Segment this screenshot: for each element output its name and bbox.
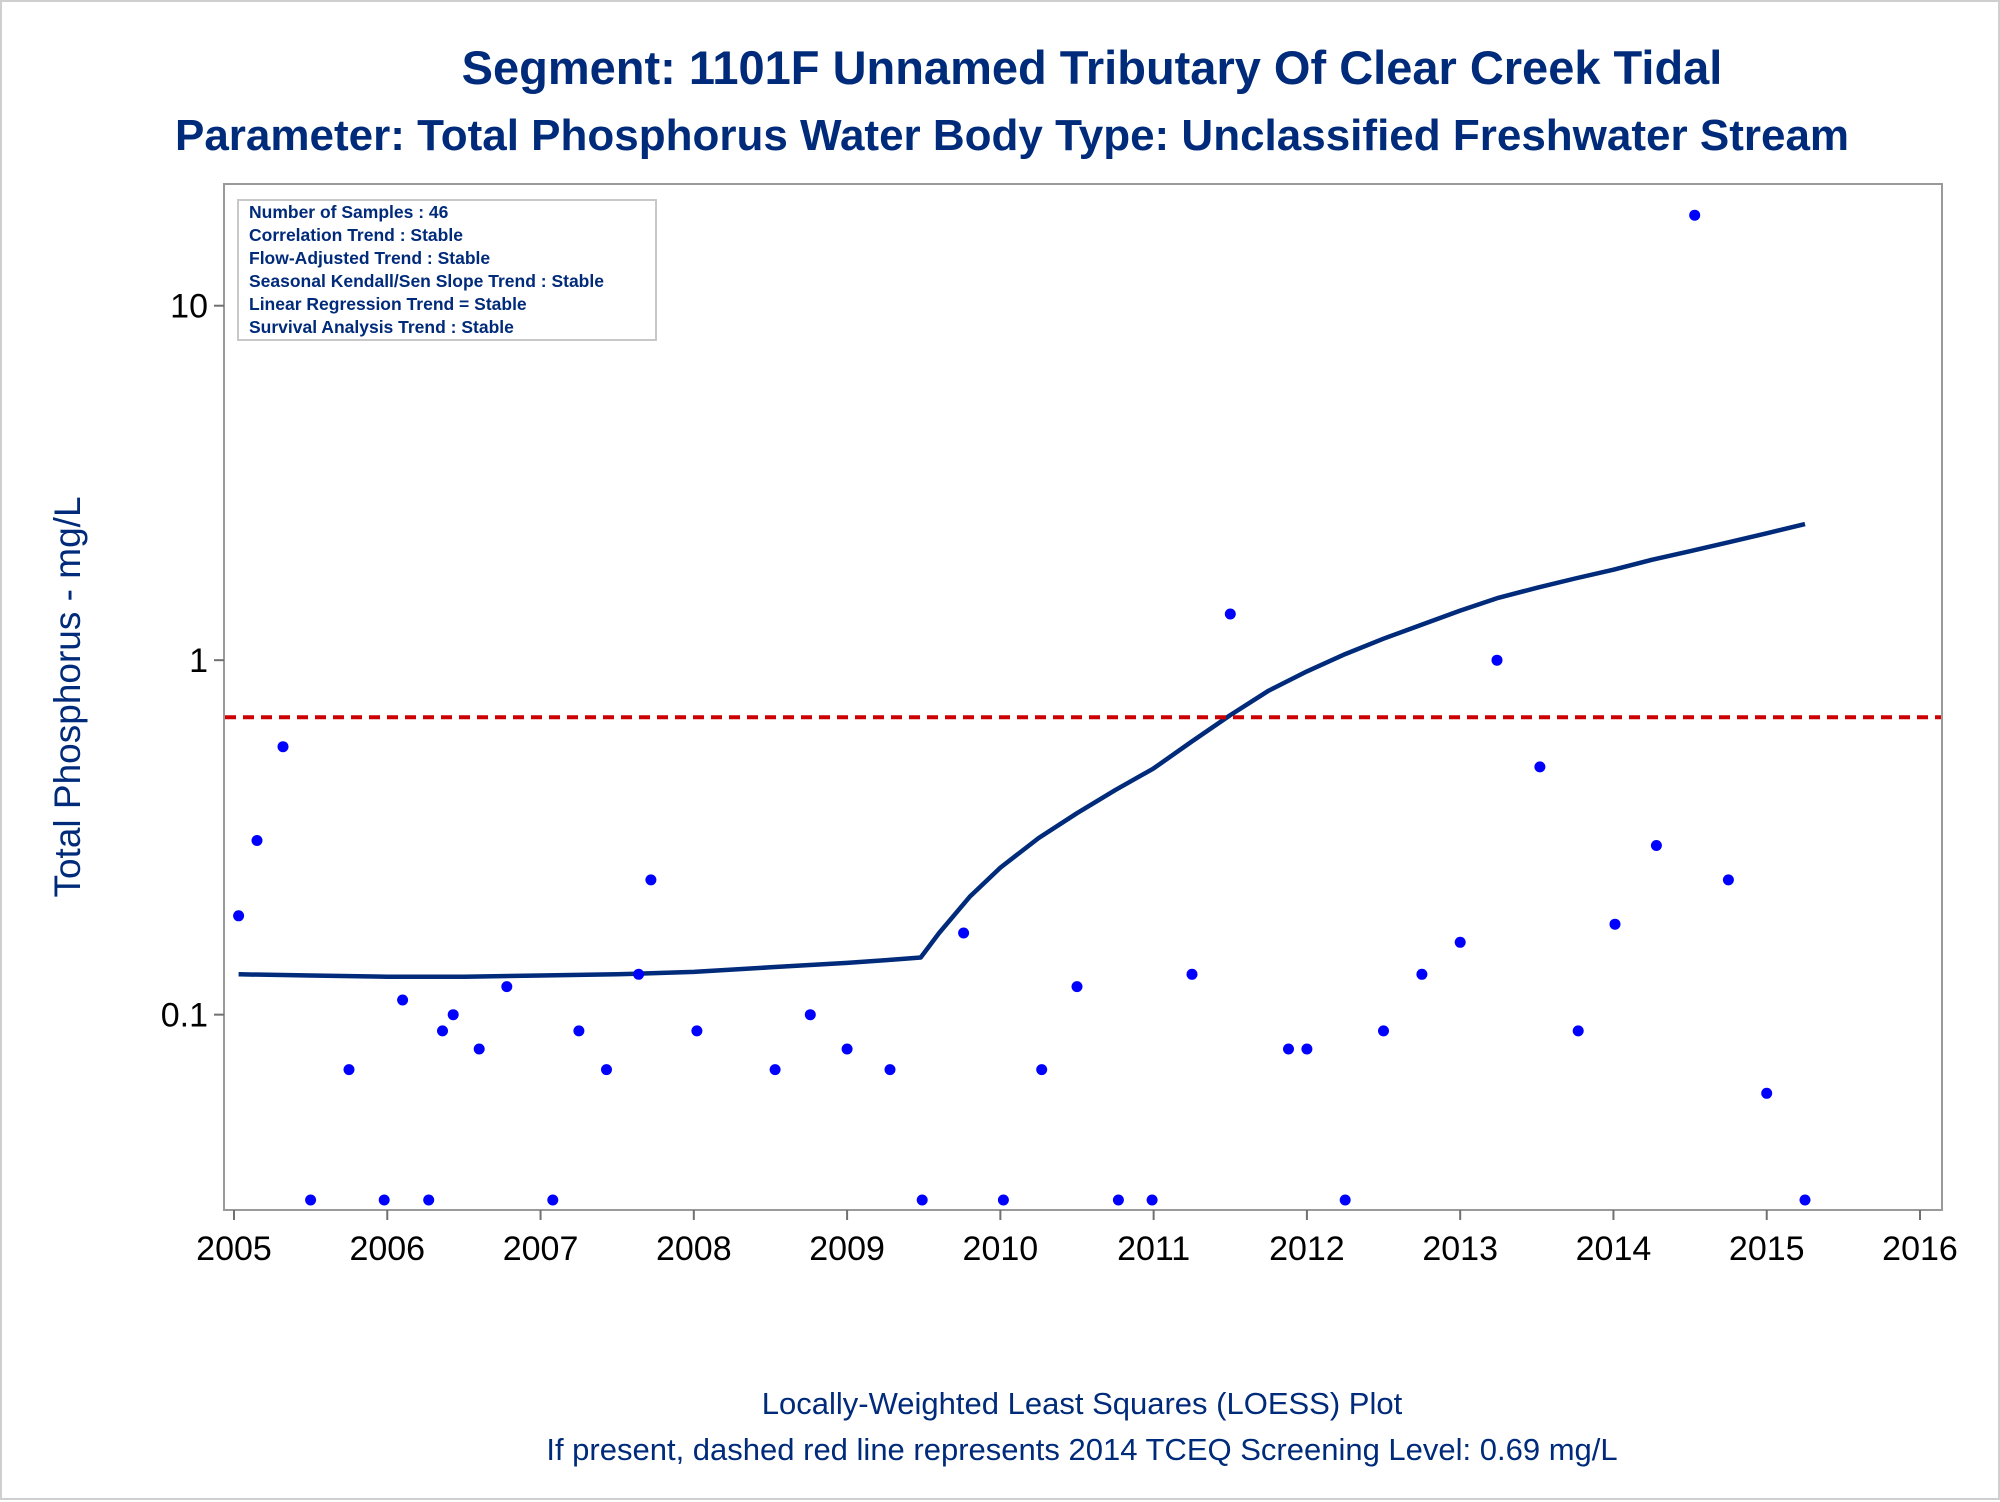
sample-point [1491,654,1503,666]
sample-point [447,1009,459,1021]
data-marks [225,209,1941,1206]
sample-point [1112,1194,1124,1206]
sample-point [645,874,657,886]
sample-point [1283,1043,1294,1055]
sample-point [397,994,409,1006]
sample-point [277,741,289,753]
sample-point [305,1194,317,1206]
stats-inset-box [237,199,657,341]
stats-line-correlation: Correlation Trend : Stable [249,225,463,245]
x-tick-label: 2008 [656,1230,732,1268]
sample-point [1036,1064,1048,1076]
stats-line-linear-regression: Linear Regression Trend = Stable [249,294,527,314]
sample-point [378,1194,390,1206]
sample-point [804,1009,816,1021]
y-tick-label: 0.1 [161,997,208,1035]
sample-point [601,1064,612,1076]
sample-point [1722,874,1734,886]
loess-trend-line [238,521,1806,979]
chart-title: Segment: 1101F Unnamed Tributary Of Clea… [462,41,1723,94]
sample-point [423,1194,435,1206]
y-tick-label: 1 [189,642,208,680]
sample-point [1799,1194,1811,1206]
sample-point [501,981,513,993]
sample-point [769,1064,781,1076]
sample-point [1416,968,1428,980]
x-tick-label: 2014 [1576,1230,1652,1268]
sample-point [1301,1043,1313,1055]
x-tick-label: 2005 [196,1230,272,1268]
sample-point [1761,1087,1773,1099]
chart-subtitle: Parameter: Total Phosphorus Water Body T… [175,111,1849,160]
sample-point [473,1043,485,1055]
sample-point [1650,840,1662,851]
sample-point [1689,209,1701,221]
plot-area [223,183,1943,1211]
sample-point [1071,981,1083,993]
sample-point [1534,761,1546,773]
sample-point [547,1194,559,1206]
stats-line-seasonal-kendall: Seasonal Kendall/Sen Slope Trend : Stabl… [249,271,604,291]
sample-point [633,968,645,980]
sample-point [343,1064,355,1076]
sample-point [916,1194,928,1206]
footnote-screening-level: If present, dashed red line represents 2… [546,1432,1617,1467]
sample-point [1609,918,1621,930]
sample-point [1339,1194,1351,1206]
sample-point [841,1043,853,1055]
stats-line-flow-adjusted: Flow-Adjusted Trend : Stable [249,248,490,268]
sample-point [573,1025,585,1037]
axes: 2005 2006 2007 2008 2009 2010 2011 2012 2013 2014… [161,288,1958,1268]
sample-point [1224,608,1236,620]
sample-point [1146,1194,1158,1206]
sample-point [691,1025,703,1037]
sample-point [884,1064,896,1076]
footnote-loess: Locally-Weighted Least Squares (LOESS) P… [762,1386,1403,1421]
sample-point [251,835,263,846]
sample-point [1572,1025,1584,1037]
x-tick-label: 2010 [963,1230,1039,1268]
x-tick-label: 2016 [1882,1230,1958,1268]
x-tick-label: 2006 [349,1230,425,1268]
y-axis-label: Total Phosphorus - mg/L [47,496,88,897]
sample-point [437,1025,448,1037]
x-tick-label: 2013 [1422,1230,1498,1268]
y-tick-label: 10 [170,288,208,326]
x-tick-label: 2007 [503,1230,579,1268]
stats-line-survival: Survival Analysis Trend : Stable [249,317,514,337]
x-tick-label: 2011 [1117,1230,1190,1268]
sample-point [1454,936,1466,948]
sample-point [1378,1025,1389,1037]
stats-line-samples: Number of Samples : 46 [249,202,449,222]
stats-inset: Number of Samples : 46 Correlation Trend… [237,199,657,341]
x-tick-label: 2012 [1269,1230,1345,1268]
x-tick-label: 2009 [809,1230,885,1268]
sample-point [997,1194,1009,1206]
x-tick-label: 2015 [1729,1230,1805,1268]
sample-point [958,927,970,939]
sample-point [233,910,245,922]
sample-point [1186,968,1198,980]
